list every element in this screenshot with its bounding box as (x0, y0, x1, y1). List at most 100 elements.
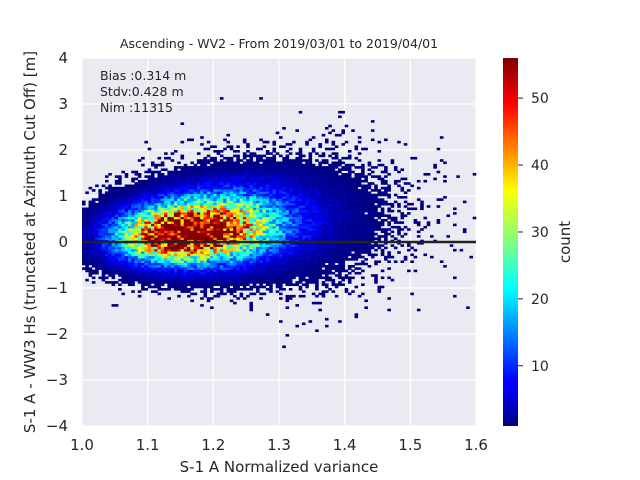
heatmap-cell (301, 265, 306, 268)
heatmap-cell (301, 244, 306, 247)
heatmap-cell (239, 202, 244, 206)
heatmap-cell (311, 216, 316, 220)
heatmap-cell (236, 269, 240, 273)
heatmap-cell (137, 248, 142, 252)
heatmap-cell (114, 205, 119, 208)
heatmap-cell (288, 152, 293, 155)
heatmap-cell (252, 186, 257, 190)
heatmap-cell (111, 202, 116, 206)
heatmap-cell (338, 253, 342, 257)
heatmap-cell (229, 288, 234, 291)
heatmap-cell (213, 214, 217, 217)
heatmap-cell (187, 177, 191, 181)
heatmap-cell (134, 170, 139, 174)
heatmap-cell (252, 278, 257, 282)
heatmap-cell (357, 191, 362, 194)
heatmap-cell (213, 184, 217, 188)
heatmap-cell (223, 225, 227, 229)
heatmap-cell (285, 177, 290, 181)
heatmap-cell (160, 219, 165, 222)
heatmap-cell (190, 299, 194, 303)
heatmap-cell (344, 140, 349, 144)
heatmap-cell (361, 216, 365, 220)
heatmap-cell (246, 265, 250, 268)
heatmap-cell (341, 182, 345, 185)
heatmap-cell (173, 198, 178, 201)
heatmap-cell (210, 216, 214, 220)
heatmap-cell (160, 253, 165, 257)
heatmap-cell (393, 219, 398, 222)
heatmap-cell (127, 223, 132, 227)
heatmap-cell (82, 258, 86, 261)
heatmap-cell (338, 276, 342, 280)
heatmap-cell (357, 173, 362, 176)
heatmap-cell (361, 205, 365, 208)
heatmap-cell (269, 265, 273, 268)
heatmap-cell (265, 248, 270, 252)
heatmap-cell (223, 193, 227, 197)
heatmap-cell (233, 283, 237, 286)
heatmap-cell (180, 184, 185, 188)
heatmap-cell (275, 216, 280, 220)
heatmap-cell (177, 202, 181, 206)
heatmap-cell (141, 274, 145, 277)
heatmap-cell (265, 196, 270, 199)
heatmap-cell (321, 262, 326, 266)
heatmap-cell (183, 209, 188, 213)
heatmap-cell (282, 269, 286, 273)
heatmap-cell (377, 205, 382, 208)
heatmap-cell (177, 179, 181, 183)
heatmap-cell (91, 232, 96, 236)
heatmap-cell (183, 242, 188, 245)
heatmap-cell (164, 267, 168, 270)
heatmap-cell (354, 200, 359, 204)
heatmap-cell (219, 198, 224, 201)
heatmap-cell (131, 290, 135, 293)
heatmap-cell (147, 251, 152, 254)
heatmap-cell (190, 274, 194, 277)
heatmap-cell (200, 212, 204, 215)
heatmap-cell (338, 260, 342, 263)
heatmap-cell (361, 170, 365, 174)
heatmap-cell (226, 177, 231, 181)
heatmap-cell (301, 177, 306, 181)
heatmap-cell (196, 212, 201, 215)
heatmap-cell (387, 184, 391, 188)
heatmap-cell (256, 232, 260, 236)
heatmap-cell (210, 163, 214, 167)
heatmap-cell (328, 200, 332, 204)
heatmap-cell (101, 271, 106, 275)
heatmap-cell (331, 184, 336, 188)
heatmap-cell (157, 278, 162, 282)
heatmap-cell (308, 281, 313, 284)
heatmap-cell (410, 253, 414, 257)
heatmap-cell (407, 248, 411, 252)
heatmap-cell (282, 265, 286, 268)
heatmap-cell (275, 230, 280, 234)
heatmap-cell (203, 182, 208, 185)
heatmap-cell (236, 242, 240, 245)
heatmap-cell (331, 202, 336, 206)
heatmap-cell (315, 219, 319, 222)
heatmap-cell (311, 191, 316, 194)
heatmap-cell (282, 175, 286, 178)
heatmap-cell (423, 179, 428, 183)
heatmap-cell (364, 228, 368, 231)
heatmap-cell (196, 191, 201, 194)
heatmap-cell (265, 258, 270, 261)
heatmap-cell (206, 235, 211, 238)
heatmap-cell (101, 269, 106, 273)
heatmap-cell (98, 265, 102, 268)
heatmap-cell (190, 246, 194, 250)
heatmap-cell (259, 163, 263, 167)
heatmap-cell (210, 276, 214, 280)
heatmap-cell (229, 198, 234, 201)
heatmap-cell (301, 260, 306, 263)
heatmap-cell (164, 251, 168, 254)
heatmap-cell (357, 242, 362, 245)
heatmap-cell (390, 244, 395, 247)
heatmap-cell (367, 161, 372, 165)
heatmap-cell (242, 191, 247, 194)
heatmap-cell (384, 258, 388, 261)
heatmap-cell (167, 228, 171, 231)
